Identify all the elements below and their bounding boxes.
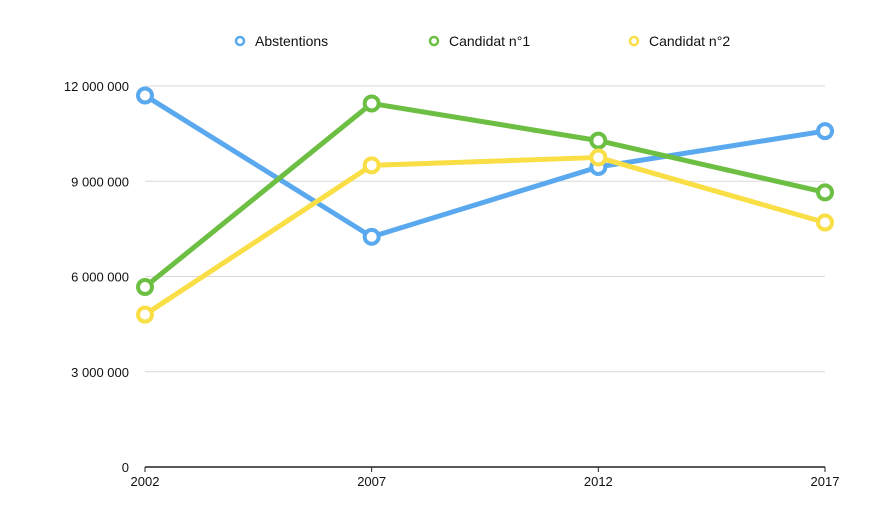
- data-point: [816, 122, 834, 141]
- y-tick-label: 6 000 000: [71, 270, 129, 285]
- data-point: [362, 227, 381, 246]
- legend-marker: [428, 35, 440, 47]
- data-point: [589, 131, 608, 150]
- y-axis-tick-labels: 0 3 000 000 6 000 000 9 000 000 12 000 000: [64, 79, 129, 475]
- series-line: [142, 93, 828, 240]
- data-point: [816, 213, 834, 232]
- data-point: [136, 86, 154, 105]
- data-point: [136, 305, 154, 324]
- series-1: [136, 94, 834, 296]
- chart-gridlines: [145, 85, 825, 373]
- x-tick-label: 2007: [357, 474, 386, 489]
- legend-item: Abstentions: [234, 33, 328, 49]
- y-tick-label: 9 000 000: [71, 174, 129, 189]
- legend-marker: [234, 35, 246, 47]
- legend-item: Candidat n°2: [628, 33, 730, 49]
- chart-legend: Abstentions Candidat n°1 Candidat n°2: [234, 33, 730, 49]
- legend-marker: [628, 35, 640, 47]
- legend-label: Abstentions: [255, 33, 328, 49]
- series-0: [136, 86, 834, 246]
- data-point: [362, 156, 381, 175]
- series-2: [136, 148, 834, 324]
- legend-item: Candidat n°1: [428, 33, 530, 49]
- data-point: [362, 94, 381, 113]
- series-line: [142, 100, 828, 290]
- chart-series: [136, 86, 834, 324]
- x-axis: 2002 2007 2012 2017: [131, 466, 840, 489]
- data-point: [589, 148, 608, 167]
- series-line: [142, 154, 828, 318]
- x-tick-label: 2002: [131, 474, 160, 489]
- legend-label: Candidat n°1: [449, 33, 530, 49]
- y-tick-label: 0: [122, 460, 129, 475]
- data-point: [136, 277, 154, 296]
- data-point: [816, 183, 834, 202]
- legend-label: Candidat n°2: [649, 33, 730, 49]
- y-tick-label: 12 000 000: [64, 79, 129, 94]
- x-tick-label: 2017: [811, 474, 840, 489]
- x-tick-label: 2012: [584, 474, 613, 489]
- y-tick-label: 3 000 000: [71, 365, 129, 380]
